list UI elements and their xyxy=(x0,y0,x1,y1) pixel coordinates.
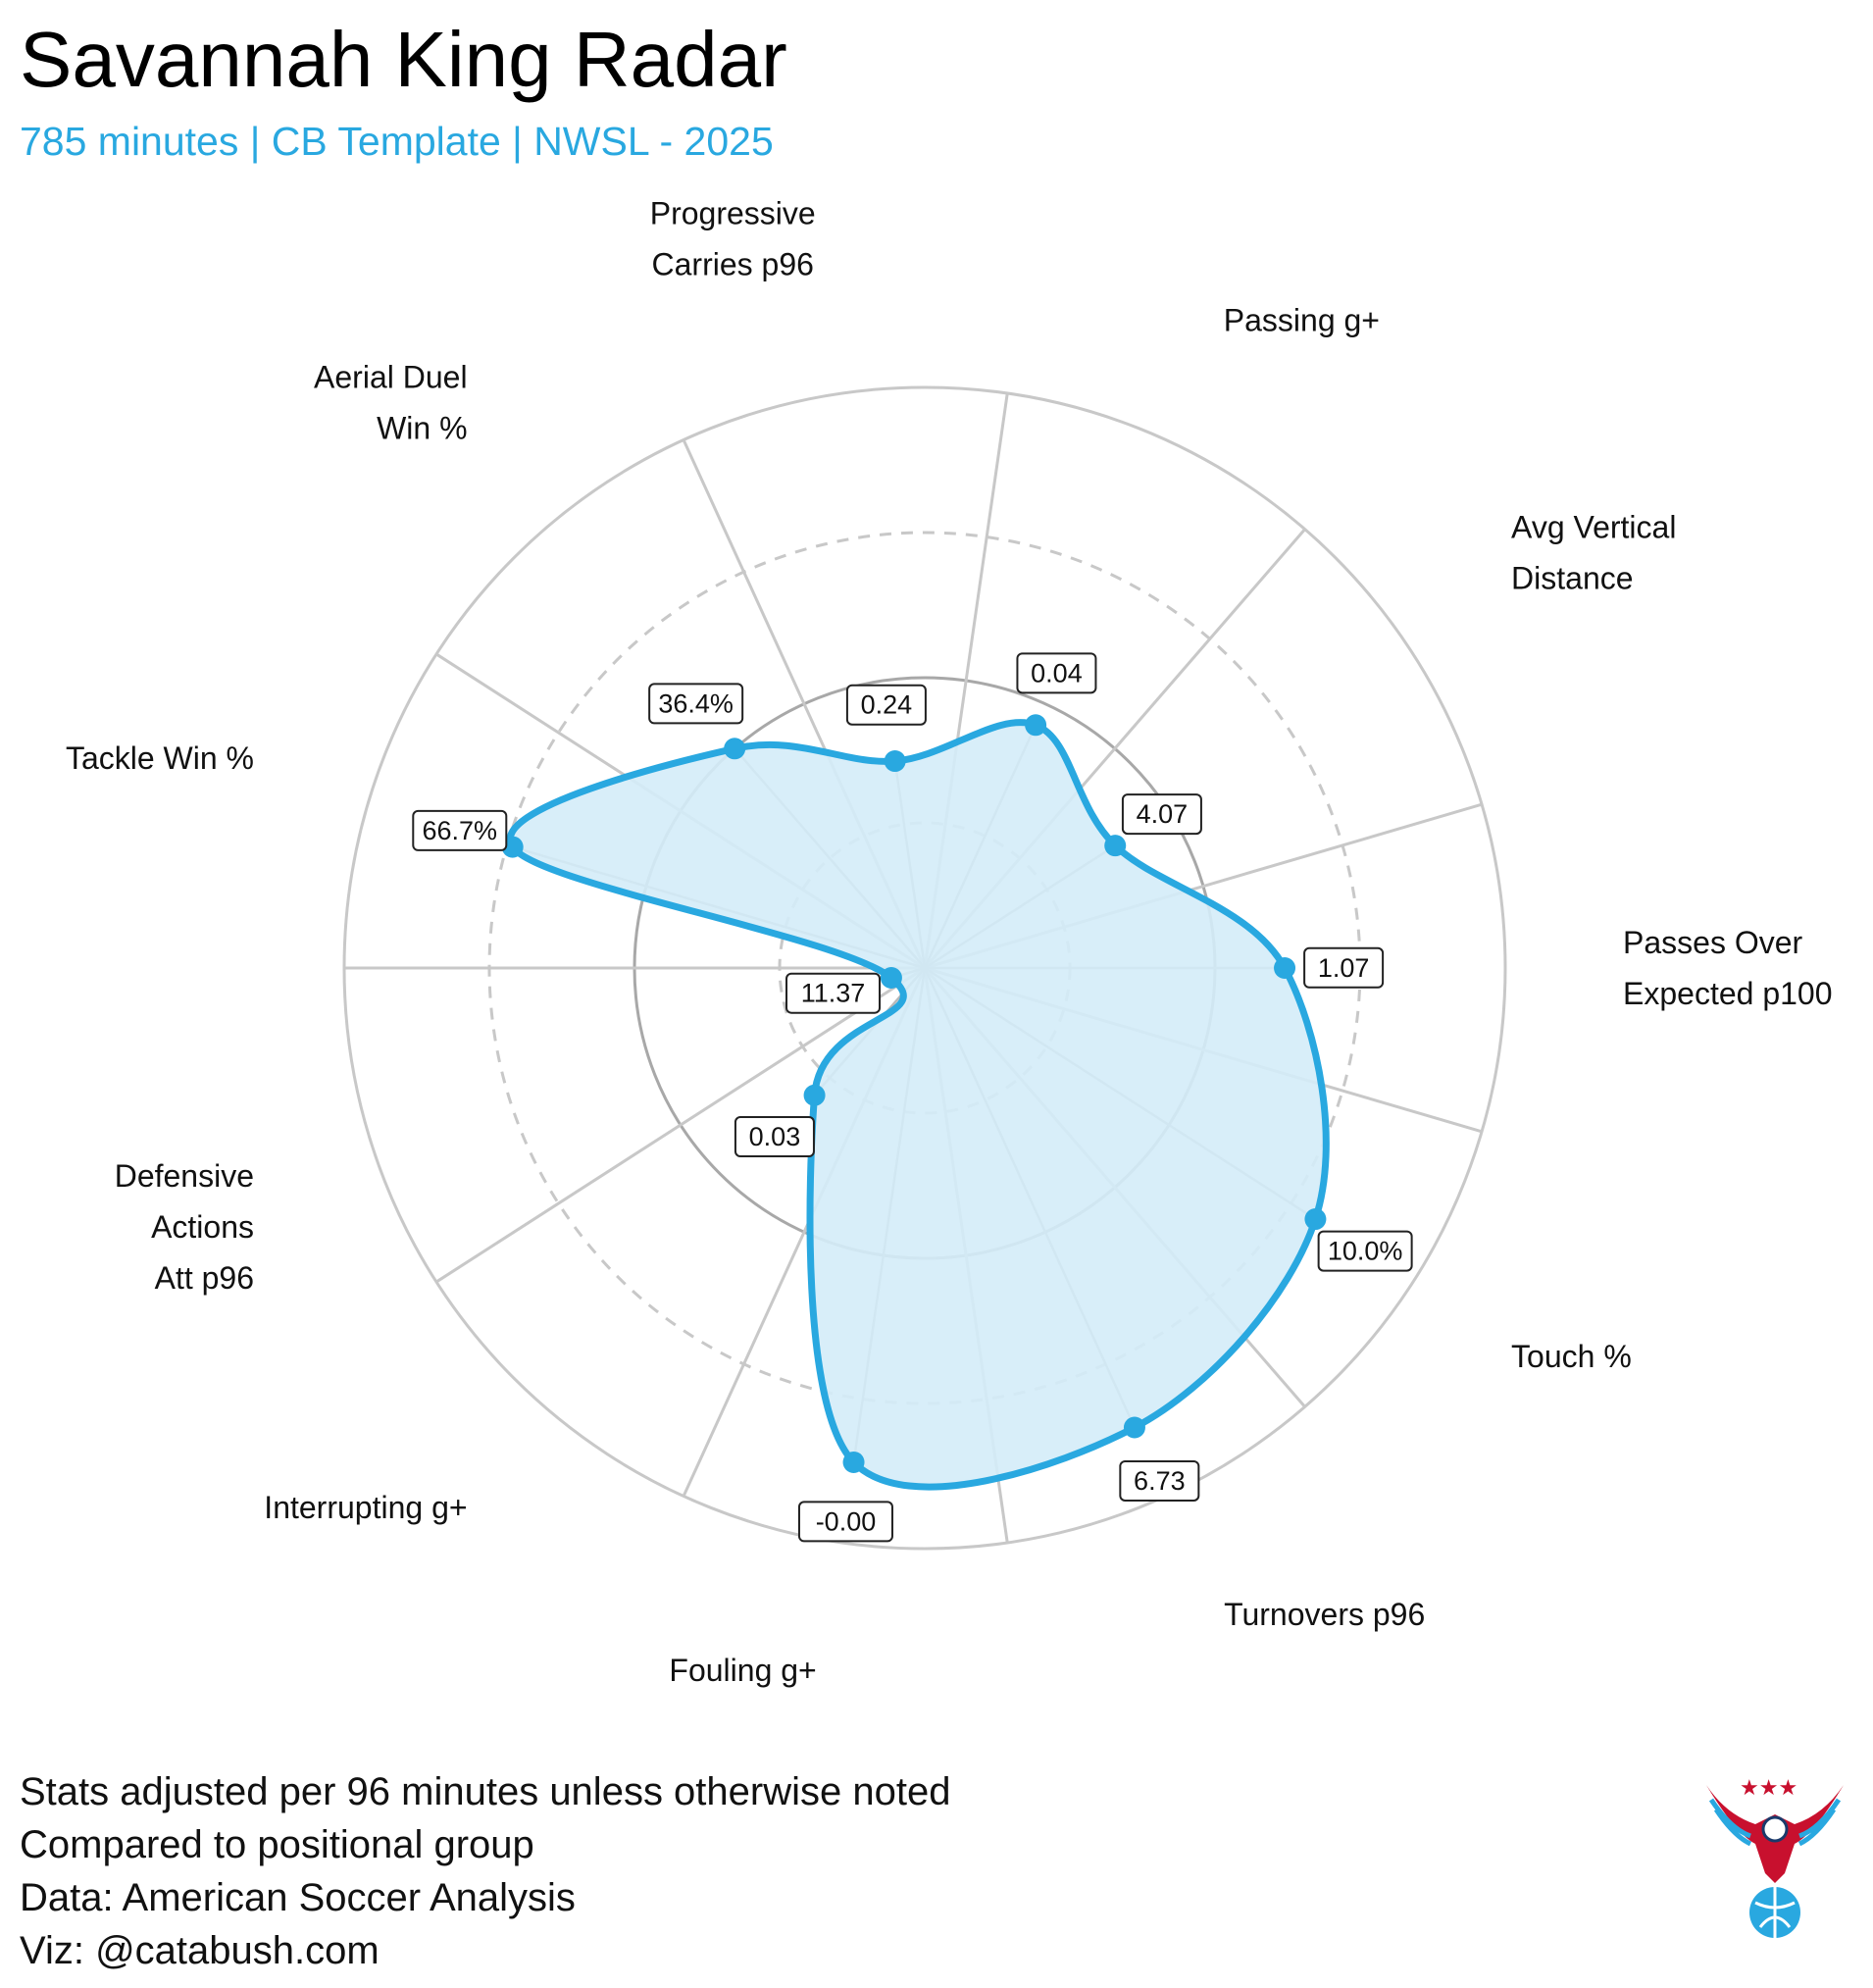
axis-label: Defensive Actions Att p96 xyxy=(115,1158,254,1296)
value-label-box xyxy=(734,1116,815,1158)
value-label: 36.4% xyxy=(658,688,734,718)
value-label-box xyxy=(797,1501,893,1543)
value-label-box xyxy=(1303,946,1385,989)
value-label-box xyxy=(845,684,927,726)
axis-label-line: Actions xyxy=(151,1209,254,1245)
data-point xyxy=(1025,714,1047,737)
axis-label-line: Fouling g+ xyxy=(669,1653,816,1688)
value-label: 6.73 xyxy=(1134,1466,1186,1496)
footer-note-1: Stats adjusted per 96 minutes unless oth… xyxy=(20,1770,950,1813)
data-point xyxy=(1104,835,1127,857)
value-label: 66.7% xyxy=(423,816,498,845)
footer-viz-credit: Viz: @catabush.com xyxy=(20,1929,380,1972)
value-label-box xyxy=(1121,793,1202,836)
axis-label: Progressive Carries p96 xyxy=(650,196,816,282)
value-label-box xyxy=(1317,1230,1413,1272)
chart-subtitle: 785 minutes | CB Template | NWSL - 2025 xyxy=(20,119,774,164)
axis-label: Aerial Duel Win % xyxy=(314,360,468,446)
axis-labels: Passes Over Expected p100 Avg Vertical Dist… xyxy=(66,196,1833,1688)
value-labels: 1.07 4.07 0.04 0.24 36.4% 66.7% 11.37 0.03 -0.00… xyxy=(412,652,1413,1543)
value-label-box xyxy=(1016,652,1097,694)
data-point xyxy=(842,1451,865,1473)
radar-series xyxy=(501,714,1330,1491)
value-label-box xyxy=(648,683,744,725)
axis-label: Fouling g+ xyxy=(669,1653,816,1688)
value-label: -0.00 xyxy=(816,1506,877,1536)
axis-label-line: Progressive xyxy=(650,196,816,231)
series-area xyxy=(510,722,1327,1488)
value-label-box xyxy=(1119,1459,1200,1502)
axis-label-line: Distance xyxy=(1511,560,1634,595)
value-label: 10.0% xyxy=(1328,1237,1403,1266)
footer-data-source: Data: American Soccer Analysis xyxy=(20,1876,576,1919)
eagle-logo: ★★★ xyxy=(1706,1775,1844,1938)
value-label: 0.24 xyxy=(861,690,913,720)
axis-label-line: Passes Over xyxy=(1623,925,1803,960)
svg-text:★★★: ★★★ xyxy=(1740,1775,1797,1800)
axis-label-line: Avg Vertical xyxy=(1511,509,1676,544)
data-point xyxy=(884,750,906,773)
data-point xyxy=(803,1084,826,1106)
axis-label: Tackle Win % xyxy=(66,740,254,776)
axis-label: Passing g+ xyxy=(1224,302,1380,337)
value-label: 4.07 xyxy=(1137,799,1189,829)
data-point xyxy=(1123,1416,1145,1439)
value-label-box xyxy=(412,809,508,851)
axis-label: Touch % xyxy=(1511,1339,1632,1374)
value-label: 1.07 xyxy=(1318,953,1370,983)
axis-label: Turnovers p96 xyxy=(1224,1597,1425,1632)
axis-label-line: Passing g+ xyxy=(1224,302,1380,337)
data-point xyxy=(1274,957,1296,979)
data-point xyxy=(1304,1208,1327,1231)
value-label-box xyxy=(785,972,882,1014)
footer-note-2: Compared to positional group xyxy=(20,1823,534,1866)
value-label: 0.03 xyxy=(749,1122,801,1151)
axis-label: Avg Vertical Distance xyxy=(1511,509,1676,595)
axis-label-line: Turnovers p96 xyxy=(1224,1597,1425,1632)
axis-label: Interrupting g+ xyxy=(264,1490,467,1525)
axis-label-line: Win % xyxy=(377,411,467,446)
data-point xyxy=(724,738,746,760)
grid-spoke xyxy=(435,966,926,1284)
axis-label-line: Touch % xyxy=(1511,1339,1632,1374)
axis-label-line: Att p96 xyxy=(155,1260,254,1296)
axis-label-line: Interrupting g+ xyxy=(264,1490,467,1525)
value-label: 0.04 xyxy=(1031,658,1083,688)
axis-label-line: Expected p100 xyxy=(1623,976,1833,1011)
axis-label-line: Aerial Duel xyxy=(314,360,468,395)
axis-label: Passes Over Expected p100 xyxy=(1623,925,1833,1011)
data-point xyxy=(880,967,902,990)
axis-label-line: Tackle Win % xyxy=(66,740,254,776)
axis-label-line: Carries p96 xyxy=(652,247,814,282)
axis-label-line: Defensive xyxy=(115,1158,254,1194)
chart-title: Savannah King Radar xyxy=(20,16,787,103)
value-label: 11.37 xyxy=(801,979,866,1008)
